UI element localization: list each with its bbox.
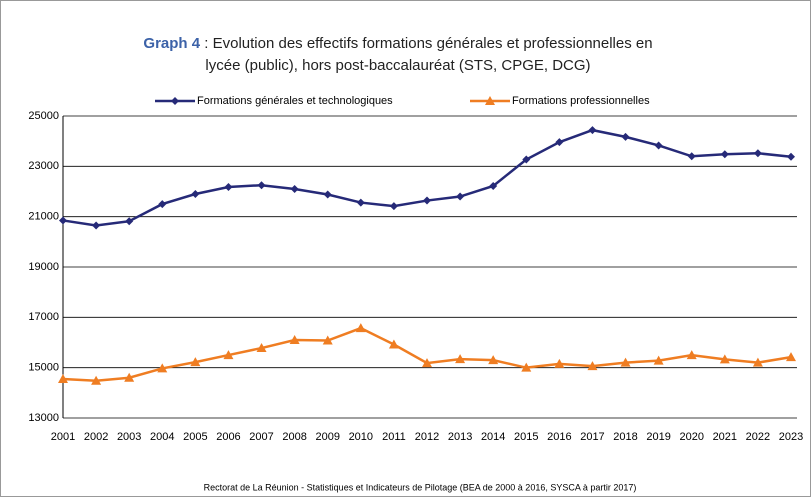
point bbox=[290, 184, 299, 193]
y-tick-label: 19000 bbox=[28, 261, 59, 273]
x-tick-label: 2003 bbox=[117, 431, 141, 443]
point bbox=[257, 181, 266, 190]
x-tick-label: 2010 bbox=[349, 431, 373, 443]
point bbox=[422, 358, 432, 368]
point bbox=[587, 361, 598, 371]
point bbox=[488, 355, 499, 365]
point bbox=[489, 181, 498, 190]
point bbox=[125, 217, 134, 226]
point bbox=[157, 363, 168, 373]
x-tick-label: 2022 bbox=[746, 431, 770, 443]
point bbox=[59, 216, 67, 225]
point bbox=[92, 221, 101, 230]
point bbox=[223, 350, 234, 360]
point bbox=[355, 323, 366, 333]
point bbox=[787, 152, 795, 161]
x-tick-label: 2008 bbox=[282, 431, 306, 443]
x-tick-label: 2015 bbox=[514, 431, 538, 443]
x-tick-label: 2001 bbox=[51, 431, 75, 443]
x-tick-label: 2011 bbox=[382, 431, 406, 443]
x-tick-label: 2013 bbox=[448, 431, 472, 443]
point bbox=[124, 372, 135, 382]
point bbox=[753, 149, 762, 158]
y-tick-label: 25000 bbox=[28, 110, 59, 122]
y-tick-label: 17000 bbox=[28, 311, 59, 323]
y-tick-label: 13000 bbox=[28, 412, 59, 424]
x-tick-label: 2014 bbox=[481, 431, 505, 443]
point bbox=[256, 343, 267, 353]
point bbox=[389, 202, 398, 211]
point bbox=[289, 334, 300, 344]
y-tick-label: 21000 bbox=[28, 211, 59, 223]
title-text: : Evolution des effectifs formations gén… bbox=[200, 35, 652, 52]
x-tick-label: 2006 bbox=[216, 431, 240, 443]
x-tick-label: 2023 bbox=[779, 431, 803, 443]
point bbox=[522, 155, 531, 164]
title-label: Graph 4 bbox=[143, 35, 200, 52]
x-tick-label: 2004 bbox=[150, 431, 174, 443]
y-tick-label: 23000 bbox=[28, 160, 59, 172]
point bbox=[224, 182, 233, 191]
x-tick-label: 2021 bbox=[713, 431, 737, 443]
point bbox=[620, 357, 631, 367]
point bbox=[687, 152, 696, 161]
point bbox=[720, 150, 729, 159]
point bbox=[322, 335, 333, 345]
x-tick-label: 2009 bbox=[315, 431, 339, 443]
point bbox=[388, 339, 399, 349]
y-tick-label: 15000 bbox=[28, 362, 59, 374]
x-tick-label: 2019 bbox=[646, 431, 670, 443]
point bbox=[719, 354, 730, 364]
x-tick-label: 2016 bbox=[547, 431, 571, 443]
point bbox=[654, 141, 663, 150]
point bbox=[686, 350, 697, 360]
point bbox=[190, 357, 201, 367]
point bbox=[521, 362, 532, 372]
point bbox=[653, 355, 664, 365]
point bbox=[555, 138, 564, 147]
x-tick-label: 2012 bbox=[415, 431, 439, 443]
point bbox=[58, 373, 68, 383]
x-tick-label: 2002 bbox=[84, 431, 108, 443]
point bbox=[423, 196, 431, 205]
point bbox=[158, 200, 167, 209]
point bbox=[323, 190, 332, 199]
point bbox=[171, 97, 179, 105]
point bbox=[588, 126, 597, 135]
point bbox=[456, 192, 465, 201]
point bbox=[786, 352, 796, 362]
point bbox=[455, 354, 466, 364]
chart-title: Graph 4 : Evolution des effectifs format… bbox=[143, 35, 652, 52]
x-tick-label: 2005 bbox=[183, 431, 207, 443]
point bbox=[621, 132, 630, 141]
x-tick-label: 2018 bbox=[613, 431, 637, 443]
x-tick-label: 2007 bbox=[249, 431, 273, 443]
chart-subtitle: lycée (public), hors post-baccalauréat (… bbox=[205, 57, 590, 74]
source-note: Rectorat de La Réunion - Statistiques et… bbox=[204, 482, 637, 492]
legend-label: Formations générales et technologiques bbox=[197, 95, 393, 107]
legend-label: Formations professionnelles bbox=[512, 95, 650, 107]
x-tick-label: 2017 bbox=[580, 431, 604, 443]
point bbox=[485, 96, 495, 105]
point bbox=[356, 198, 365, 207]
point bbox=[191, 190, 200, 199]
point bbox=[91, 375, 102, 385]
point bbox=[752, 357, 763, 367]
point bbox=[554, 358, 565, 368]
x-tick-label: 2020 bbox=[679, 431, 703, 443]
